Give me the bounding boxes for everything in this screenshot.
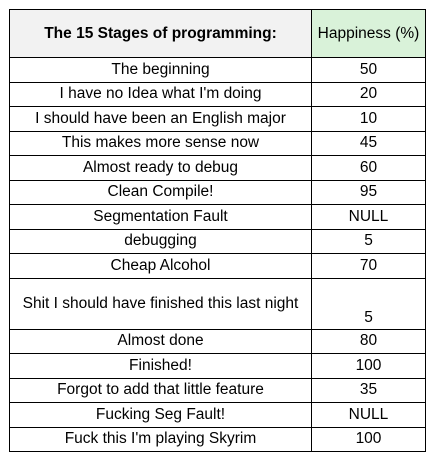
happiness-cell: 5 bbox=[311, 277, 426, 330]
happiness-cell: 80 bbox=[311, 328, 426, 354]
stage-cell: Segmentation Fault bbox=[9, 204, 312, 230]
table-row: Cheap Alcohol 70 bbox=[9, 253, 426, 279]
table-row: I should have been an English major 10 bbox=[9, 106, 426, 132]
table-row: Clean Compile! 95 bbox=[9, 179, 426, 205]
table-row: I have no Idea what I'm doing 20 bbox=[9, 81, 426, 107]
table-row: Almost done 80 bbox=[9, 328, 426, 354]
table-row: Finished! 100 bbox=[9, 353, 426, 379]
stage-cell: Almost done bbox=[9, 328, 312, 354]
stage-cell: Almost ready to debug bbox=[9, 155, 312, 181]
table-row: debugging 5 bbox=[9, 228, 426, 254]
stages-table-body: The 15 Stages of programming: Happiness … bbox=[9, 9, 426, 452]
stage-cell: Forgot to add that little feature bbox=[9, 377, 312, 403]
header-row: The 15 Stages of programming: Happiness … bbox=[9, 9, 426, 58]
happiness-cell: 50 bbox=[311, 57, 426, 83]
stage-cell: Fuck this I'm playing Skyrim bbox=[9, 426, 312, 452]
stage-cell: Fucking Seg Fault! bbox=[9, 402, 312, 428]
happiness-cell: 70 bbox=[311, 253, 426, 279]
stage-cell: The beginning bbox=[9, 57, 312, 83]
table-row: Fucking Seg Fault! NULL bbox=[9, 402, 426, 428]
happiness-cell: NULL bbox=[311, 204, 426, 230]
table-row: Fuck this I'm playing Skyrim 100 bbox=[9, 426, 426, 452]
happiness-cell: 10 bbox=[311, 106, 426, 132]
table-row: Shit I should have finished this last ni… bbox=[9, 277, 426, 330]
happiness-cell: 100 bbox=[311, 353, 426, 379]
table-title: The 15 Stages of programming: bbox=[9, 9, 312, 58]
stage-cell: This makes more sense now bbox=[9, 130, 312, 156]
happiness-cell: 35 bbox=[311, 377, 426, 403]
table-row: Forgot to add that little feature 35 bbox=[9, 377, 426, 403]
table-row: The beginning 50 bbox=[9, 57, 426, 83]
stages-table: The 15 Stages of programming: Happiness … bbox=[9, 9, 426, 452]
happiness-column-header: Happiness (%) bbox=[311, 9, 426, 58]
happiness-cell: 20 bbox=[311, 81, 426, 107]
stage-cell: debugging bbox=[9, 228, 312, 254]
stage-cell: Shit I should have finished this last ni… bbox=[9, 277, 312, 330]
happiness-cell: 60 bbox=[311, 155, 426, 181]
stage-cell: Finished! bbox=[9, 353, 312, 379]
table-row: Almost ready to debug 60 bbox=[9, 155, 426, 181]
table-row: This makes more sense now 45 bbox=[9, 130, 426, 156]
happiness-cell: NULL bbox=[311, 402, 426, 428]
happiness-cell: 5 bbox=[311, 228, 426, 254]
happiness-cell: 95 bbox=[311, 179, 426, 205]
happiness-cell: 100 bbox=[311, 426, 426, 452]
stage-cell: Clean Compile! bbox=[9, 179, 312, 205]
stage-cell: I have no Idea what I'm doing bbox=[9, 81, 312, 107]
stage-cell: Cheap Alcohol bbox=[9, 253, 312, 279]
stage-cell: I should have been an English major bbox=[9, 106, 312, 132]
happiness-cell: 45 bbox=[311, 130, 426, 156]
table-row: Segmentation Fault NULL bbox=[9, 204, 426, 230]
